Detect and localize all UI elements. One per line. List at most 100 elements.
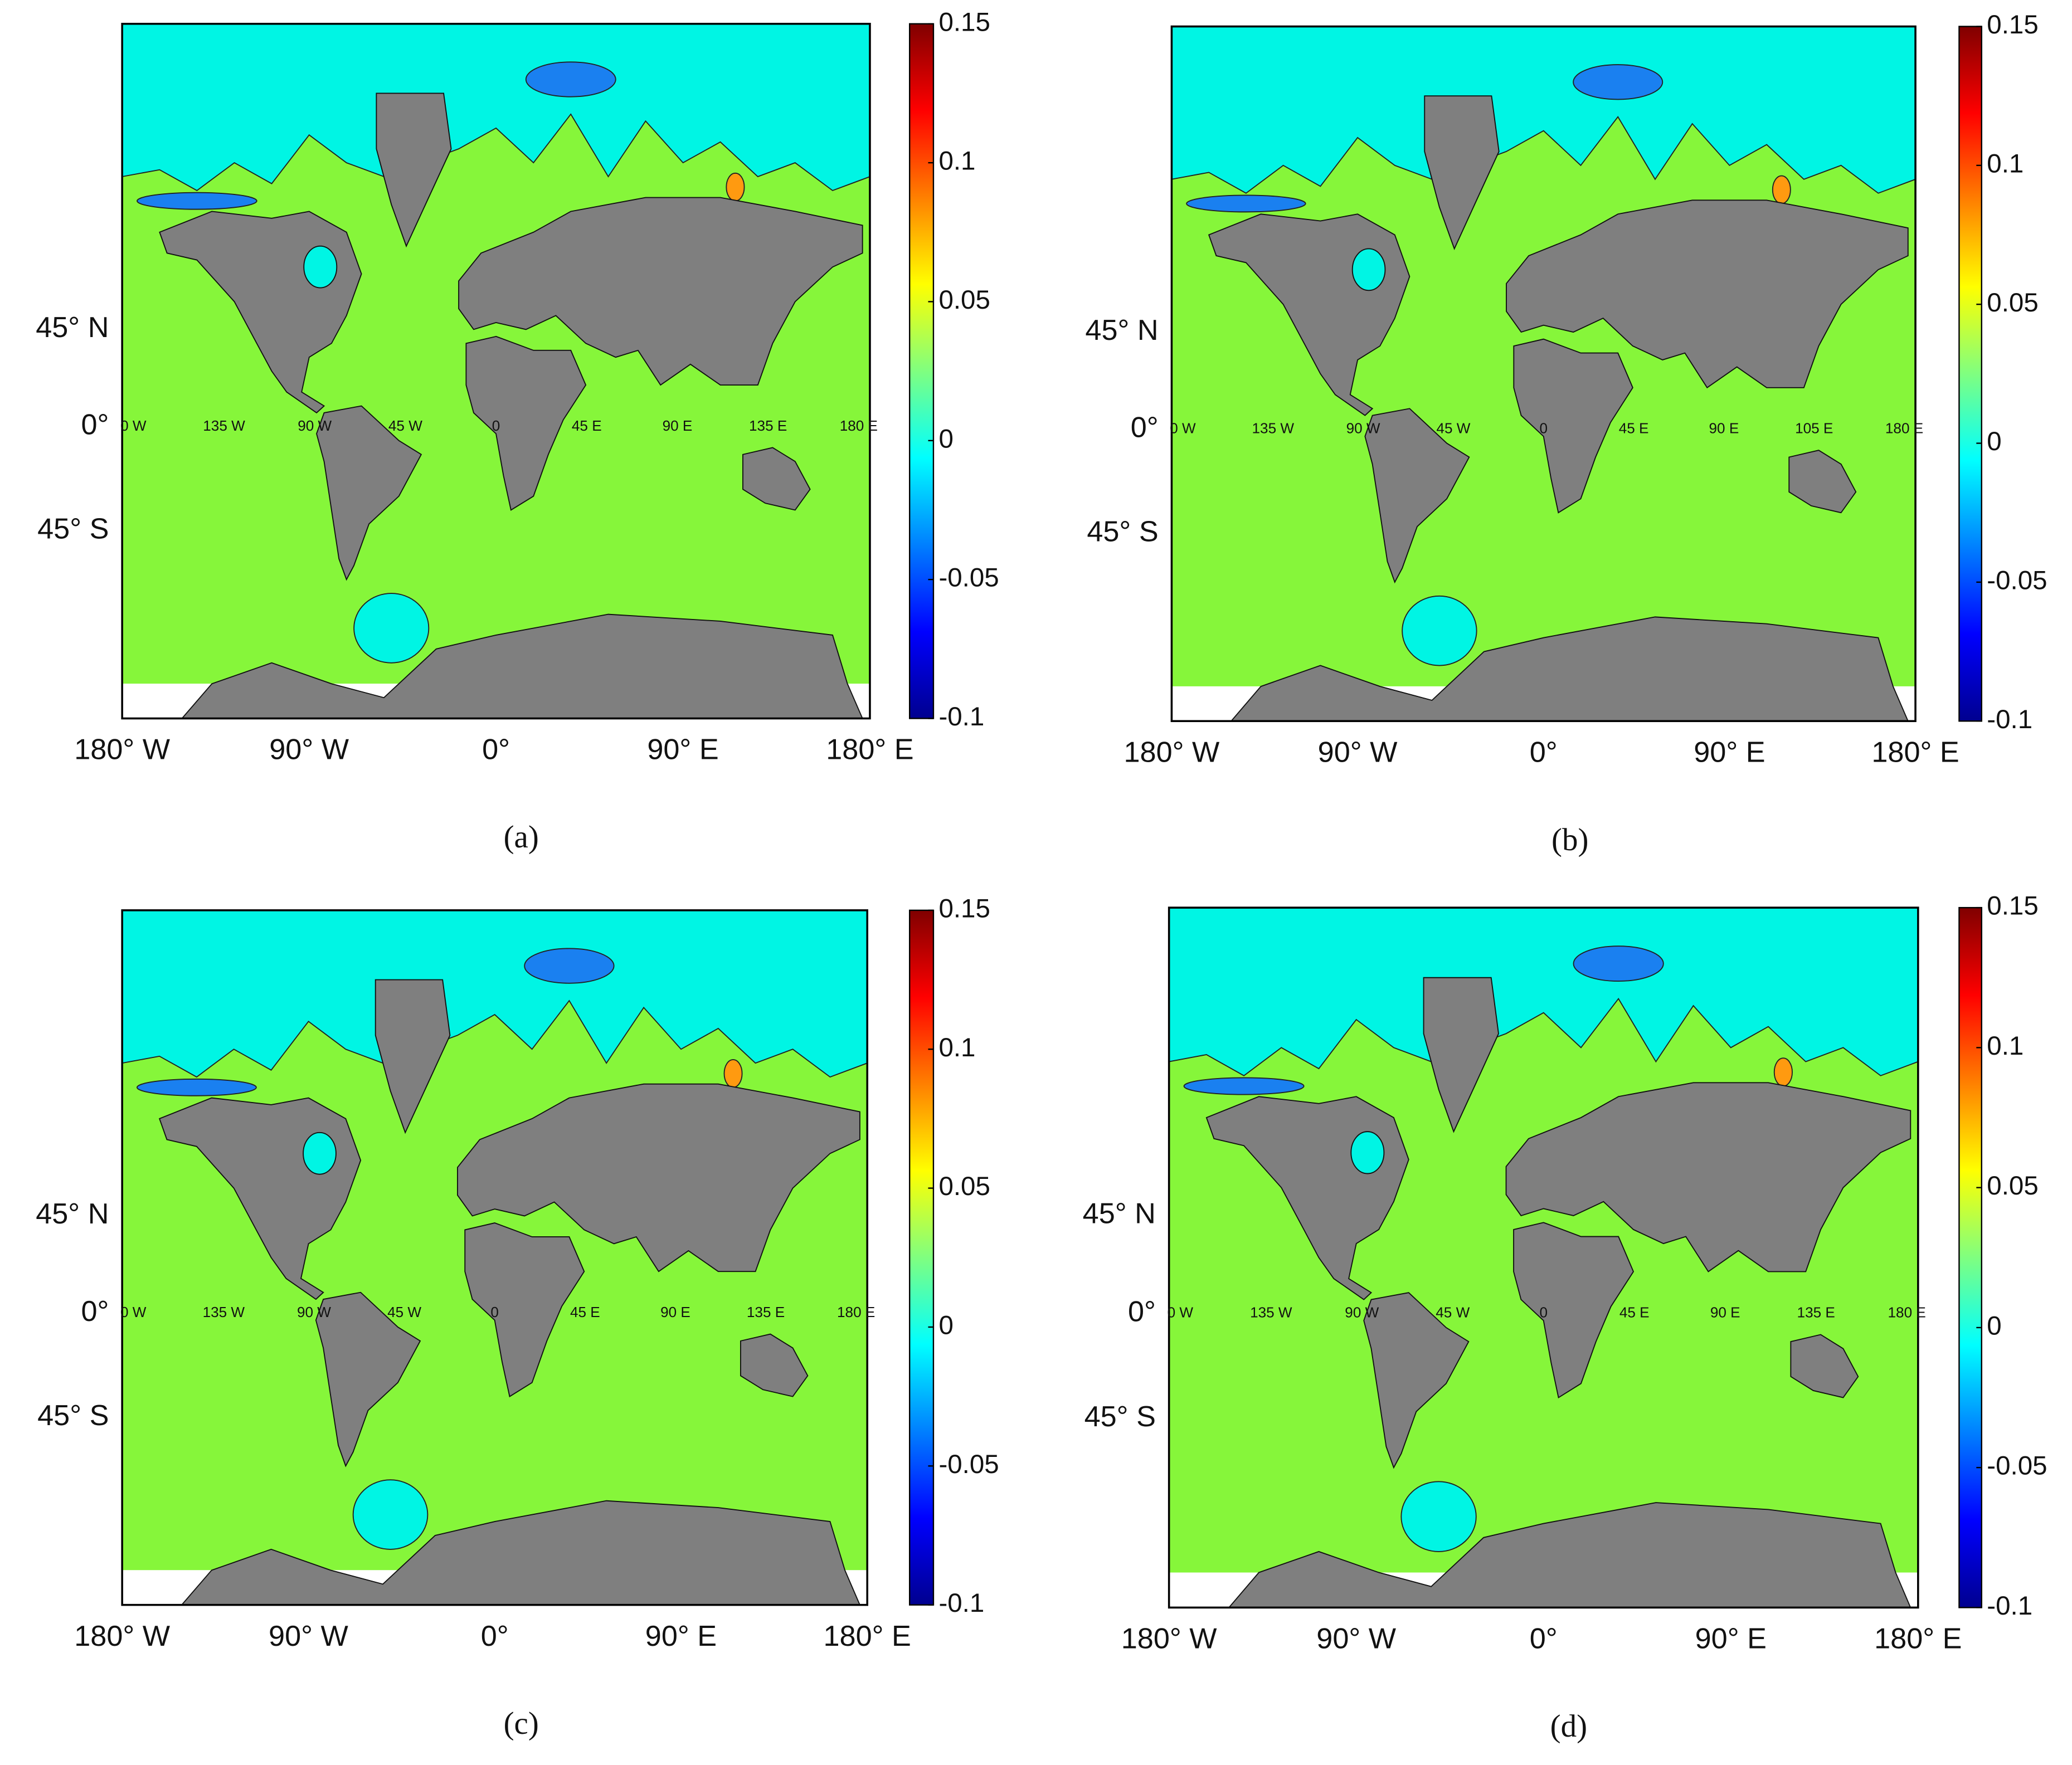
anomaly-patch [1772,175,1791,204]
hudson-bay [303,1132,337,1175]
anomaly-patch [1402,595,1477,666]
lon-label: 90° W [1316,1623,1397,1655]
colorbar-tick-label: -0.1 [938,1588,984,1618]
map-frame [121,22,871,720]
land-eurasia [1505,1082,1912,1272]
lon-label: 0° [481,1620,509,1652]
map-frame [1168,906,1919,1609]
polar-region [1168,907,1919,1076]
colorbar-tick-label: 0.1 [938,1033,975,1062]
lon-label: 180° E [826,734,913,766]
colorbar-tick-label: -0.05 [938,563,999,593]
lon-label: 180° W [1123,736,1220,768]
land-africa [1513,1222,1635,1399]
inner-lon-label: 45 W [387,1304,421,1320]
lon-label: 90° W [269,1620,349,1652]
inner-lon-label: 0 [1539,420,1548,437]
inner-lon-label: 90 W [297,1304,331,1320]
inner-lon-label: 0 W [120,1304,147,1320]
inner-lon-label: 45 E [1619,1304,1650,1321]
land-antarctica [1230,616,1909,722]
inner-lon-label: 90 W [1345,1304,1379,1321]
inner-lon-label: 180 E [1888,1304,1926,1321]
lon-label: 180° W [74,1620,171,1652]
lat-label: 45° S [1087,515,1158,548]
inner-lon-label: 135 W [203,1304,245,1320]
land-samerica [1363,1292,1470,1469]
lat-label: 0° [1131,411,1159,443]
anomaly-patch [1573,945,1664,982]
lat-label: 0° [1128,1296,1156,1328]
colorbar-tick-label: 0.15 [1987,10,2038,40]
panel-caption: (d) [1550,1709,1587,1744]
inner-lon-label: 0 W [120,417,147,434]
lat-label: 45° S [1084,1401,1156,1433]
land-greenland [1424,95,1500,250]
lat-label: 45° S [37,513,109,545]
anomaly-patch [353,593,430,664]
land-australia [740,1333,809,1397]
land-africa [464,1222,585,1398]
colorbar-tick-label: 0 [1987,427,2001,456]
panel-caption: (a) [504,820,539,855]
anomaly-patch [137,192,257,210]
lon-label: 0° [482,734,510,766]
land-eurasia [1506,199,1909,389]
lon-label: 90° W [1318,736,1398,768]
map-panel: 0 W 135 W 90 W 45 W 0 45 E 90 E 135 E 180 E 45° N… [36,7,999,855]
inner-lon-label: 180 E [840,417,878,434]
inner-lon-label: 0 [492,417,500,434]
inner-lon-label: 0 W [1170,420,1196,437]
inner-lon-label: 90 W [298,417,332,434]
land-greenland [376,92,452,248]
lat-label: 45° S [37,1400,109,1432]
colorbar-tick-label: 0.15 [1987,891,2038,921]
lon-label: 180° E [1874,1623,1962,1655]
anomaly-patch [525,61,616,97]
lon-label: 90° E [645,1620,717,1652]
inner-lon-label: 180 E [1885,420,1923,437]
polar-region [121,909,868,1078]
lat-label: 45° N [36,1198,109,1230]
hudson-bay [303,245,338,289]
lat-label: 45° N [1083,1198,1156,1230]
colorbar-tick-label: 0.15 [938,894,990,923]
inner-lon-label: 0 W [1168,1304,1194,1321]
land-australia [742,447,811,511]
panel-caption: (b) [1551,822,1588,857]
land-australia [1788,450,1857,514]
colorbar-tick-label: -0.05 [1987,565,2047,595]
anomaly-patch [136,1078,257,1096]
inner-lon-label: 45 E [570,1304,600,1320]
inner-lon-label: 45 W [1436,420,1470,437]
land-antarctica [181,613,864,719]
anomaly-patch [1573,64,1664,100]
lon-label: 90° W [269,734,349,766]
land-australia [1790,1334,1859,1398]
colorbar-tick-label: 0.1 [1987,149,2024,178]
inner-lon-label: 180 E [837,1304,875,1320]
inner-lon-label: 135 W [1252,420,1295,437]
inner-lon-label: 45 E [572,417,602,434]
inner-lon-label: 105 E [1795,420,1833,437]
inner-lon-label: 45 E [1619,420,1649,437]
map-frame [1170,25,1917,723]
land-samerica [316,405,422,581]
hudson-bay [1351,248,1386,291]
colorbar-tick-label: 0 [938,424,953,454]
inner-lon-label: 0 [1539,1304,1548,1321]
colorbar [909,909,935,1606]
colorbar-tick-label: 0.05 [1987,288,2038,318]
lon-label: 90° E [1695,1623,1767,1655]
colorbar [909,23,935,719]
anomaly-patch [352,1479,429,1550]
inner-lon-label: 135 E [749,417,787,434]
hudson-bay [1350,1131,1385,1174]
land-samerica [315,1291,421,1467]
lon-label: 180° E [1871,736,1959,768]
lat-label: 45° N [36,311,109,344]
colorbar-tick-label: 0 [1987,1311,2001,1340]
land-africa [1513,338,1633,514]
colorbar-tick-label: -0.1 [1987,1591,2032,1621]
